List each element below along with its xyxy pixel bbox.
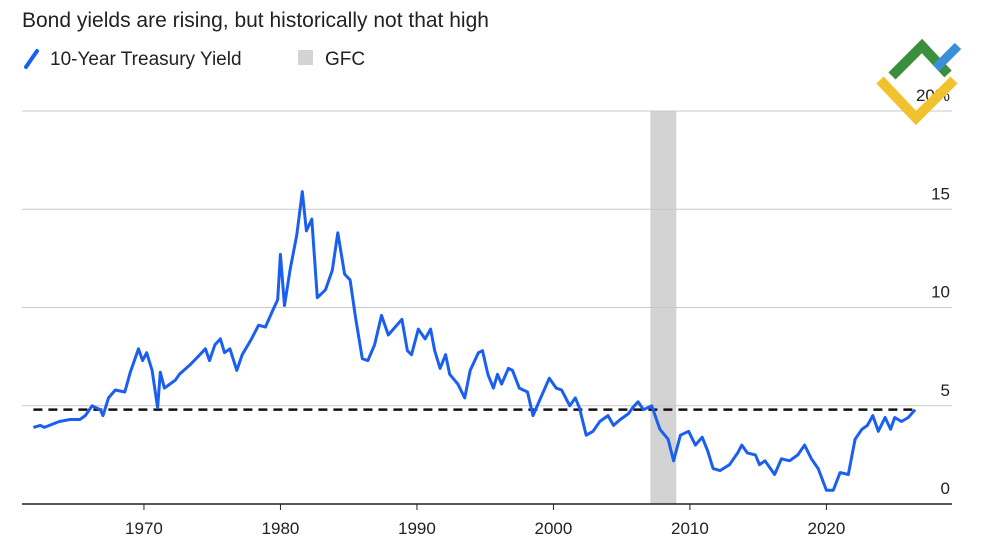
chart-title: Bond yields are rising, but historically… bbox=[22, 9, 489, 32]
y-tick-label: 5 bbox=[941, 381, 950, 400]
legend-swatch bbox=[24, 49, 39, 69]
x-tick-label: 1970 bbox=[125, 519, 163, 538]
x-tick-label: 2000 bbox=[535, 519, 573, 538]
x-tick-label: 1980 bbox=[262, 519, 300, 538]
logo bbox=[876, 38, 962, 126]
x-tick-label: 2020 bbox=[808, 519, 846, 538]
series-line bbox=[32, 190, 917, 492]
x-tick-label: 1990 bbox=[398, 519, 436, 538]
x-tick-label: 2010 bbox=[671, 519, 709, 538]
y-tick-label: 15 bbox=[931, 184, 950, 203]
legend-label: GFC bbox=[325, 49, 365, 70]
y-tick-label: 10 bbox=[931, 283, 950, 302]
legend-swatch bbox=[298, 50, 313, 65]
legend-label: 10-Year Treasury Yield bbox=[50, 49, 242, 70]
y-tick-label: 0 bbox=[941, 479, 950, 498]
